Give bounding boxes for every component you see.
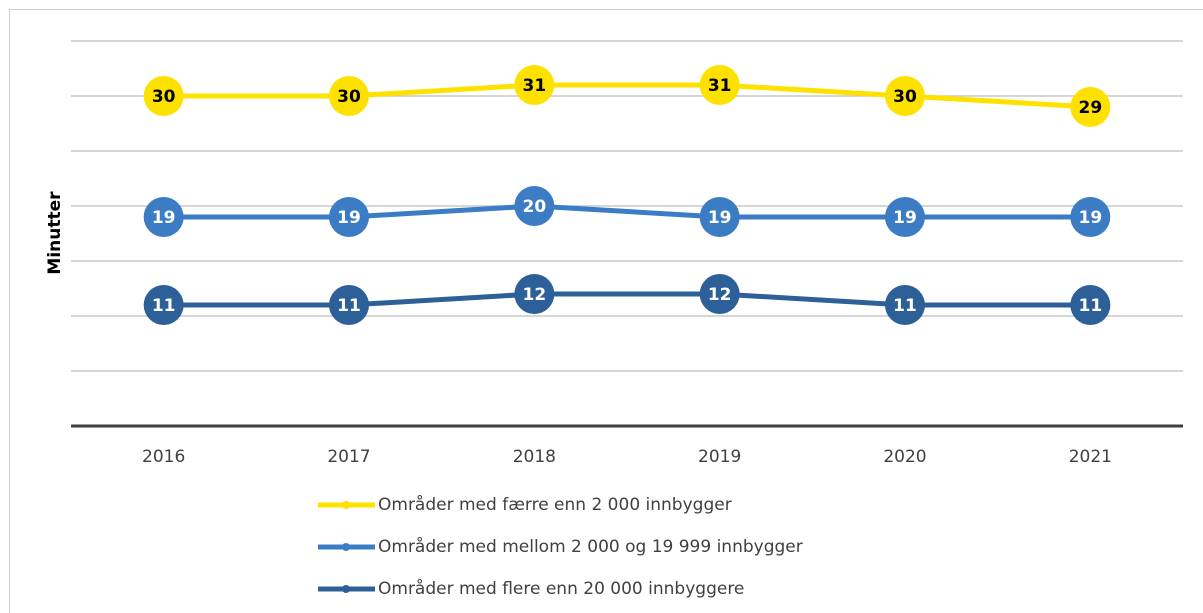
data-label: 19 <box>337 208 361 228</box>
legend-swatch-dot <box>342 543 350 551</box>
data-label: 12 <box>708 285 732 305</box>
data-label: 30 <box>337 87 361 107</box>
point-marker <box>514 186 555 226</box>
point-marker <box>1070 87 1111 127</box>
legend-label: Områder med flere enn 20 000 innbyggere <box>378 578 744 599</box>
data-label: 19 <box>152 208 176 228</box>
data-label: 11 <box>1078 296 1102 316</box>
point-marker <box>1070 197 1111 237</box>
point-marker <box>329 197 369 237</box>
y-axis-label: Minutter <box>45 191 65 275</box>
data-label: 31 <box>522 76 546 96</box>
data-label: 19 <box>708 208 732 228</box>
legend-label: Områder med mellom 2 000 og 19 999 innby… <box>378 536 803 557</box>
series-line <box>163 291 1091 308</box>
x-tick-label: 2019 <box>698 447 741 467</box>
legend-label: Områder med færre enn 2 000 innbygger <box>378 494 732 515</box>
point-marker <box>143 285 184 325</box>
data-label: 19 <box>1078 208 1102 228</box>
data-label: 11 <box>893 296 917 316</box>
point-marker <box>143 76 184 116</box>
x-tick-label: 2017 <box>327 447 370 467</box>
point-marker <box>329 76 369 116</box>
point-marker <box>885 76 925 116</box>
data-label: 19 <box>893 208 917 228</box>
x-tick-label: 2016 <box>142 447 185 467</box>
legend-swatch-dot <box>342 501 350 509</box>
data-label: 11 <box>337 296 361 316</box>
data-label: 30 <box>893 87 917 107</box>
data-label: 30 <box>152 87 176 107</box>
data-label: 20 <box>522 197 546 217</box>
x-tick-label: 2021 <box>1069 447 1112 467</box>
point-marker <box>1070 285 1111 325</box>
point-marker <box>699 197 740 237</box>
chart-frame <box>9 9 1203 613</box>
point-marker <box>514 274 555 314</box>
legend-swatch-dot <box>342 585 350 593</box>
x-tick-label: 2018 <box>513 447 556 467</box>
point-marker <box>699 65 740 105</box>
point-marker <box>885 197 925 237</box>
point-marker <box>514 65 555 105</box>
point-marker <box>699 274 740 314</box>
series-line <box>163 82 1091 110</box>
point-marker <box>329 285 369 325</box>
point-marker <box>143 197 184 237</box>
data-label: 29 <box>1078 98 1102 118</box>
data-label: 11 <box>152 296 176 316</box>
data-label: 31 <box>708 76 732 96</box>
series-line <box>163 203 1091 220</box>
point-marker <box>885 285 925 325</box>
x-tick-label: 2020 <box>883 447 926 467</box>
data-label: 12 <box>522 285 546 305</box>
